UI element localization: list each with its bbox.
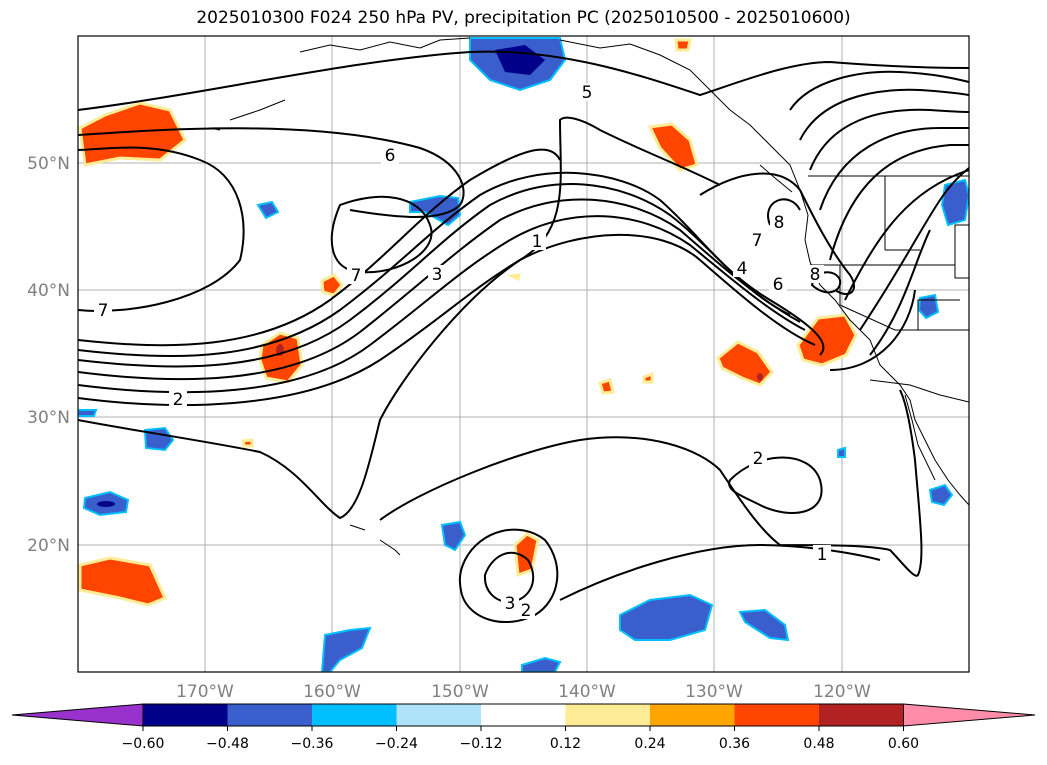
colorbar-tick-label: 0.48 <box>803 736 834 752</box>
contour-label: 6 <box>773 275 784 295</box>
lon-label: 170°W <box>176 682 234 702</box>
colorbar-segment <box>312 704 397 726</box>
figure-title: 2025010300 F024 250 hPa PV, precipitatio… <box>196 8 851 28</box>
latitude-labels: 50°N 40°N 30°N 20°N <box>27 154 70 556</box>
colorbar-frame <box>142 703 904 727</box>
colorbar: −0.60 −0.48 −0.36 −0.24 −0.12 0.12 0.24 0.36 0.4… <box>11 703 1036 752</box>
colorbar-tick-label: −0.12 <box>460 736 503 752</box>
contour-label: 8 <box>810 265 821 285</box>
contour-label: 2 <box>173 390 184 410</box>
colorbar-segment <box>565 704 650 726</box>
contour-label: 1 <box>817 545 828 565</box>
contour-label: 4 <box>737 259 748 279</box>
colorbar-segment <box>143 704 228 726</box>
coastlines <box>209 37 969 556</box>
lat-label: 20°N <box>27 536 70 556</box>
precip-negative <box>78 37 969 672</box>
colorbar-tick-label: −0.24 <box>375 736 418 752</box>
colorbar-segment <box>227 704 312 726</box>
colorbar-tick-label: −0.36 <box>291 736 334 752</box>
lat-label: 30°N <box>27 408 70 428</box>
contour-label: 7 <box>752 231 763 251</box>
colorbar-tick-label: 0.36 <box>719 736 750 752</box>
colorbar-segment <box>819 704 904 726</box>
colorbar-segment <box>481 704 566 726</box>
colorbar-extend-low <box>11 703 144 727</box>
lat-label: 50°N <box>27 154 70 174</box>
colorbar-segment <box>734 704 819 726</box>
colorbar-tick-label: 0.60 <box>888 736 919 752</box>
colorbar-tick-label: 0.24 <box>634 736 665 752</box>
lat-label: 40°N <box>27 281 70 301</box>
lon-label: 130°W <box>685 682 743 702</box>
contour-label: 2 <box>753 449 764 469</box>
contour-labels: 5 6 7 7 3 1 7 4 6 8 8 2 2 1 3 2 <box>94 83 831 621</box>
colorbar-tick-label: −0.48 <box>206 736 249 752</box>
map-frame <box>77 35 970 673</box>
colorbar-segment <box>396 704 481 726</box>
pv-contours <box>78 50 969 624</box>
contour-label: 2 <box>521 601 532 621</box>
contour-label: 6 <box>385 146 396 166</box>
contour-label: 5 <box>582 83 593 103</box>
lon-label: 160°W <box>303 682 361 702</box>
colorbar-tick-label: −0.60 <box>122 736 165 752</box>
colorbar-segment <box>650 704 735 726</box>
contour-label: 7 <box>351 266 362 286</box>
contour-label: 1 <box>532 232 543 252</box>
colorbar-tick-label: 0.12 <box>550 736 581 752</box>
longitude-labels: 170°W 160°W 150°W 140°W 130°W 120°W <box>176 682 871 702</box>
contour-label: 8 <box>774 213 785 233</box>
lon-label: 140°W <box>558 682 616 702</box>
contour-label: 3 <box>505 594 516 614</box>
lon-label: 150°W <box>431 682 489 702</box>
lon-label: 120°W <box>813 682 871 702</box>
contour-label: 7 <box>98 301 109 321</box>
colorbar-extend-high <box>903 703 1036 727</box>
contour-label: 3 <box>432 265 443 285</box>
